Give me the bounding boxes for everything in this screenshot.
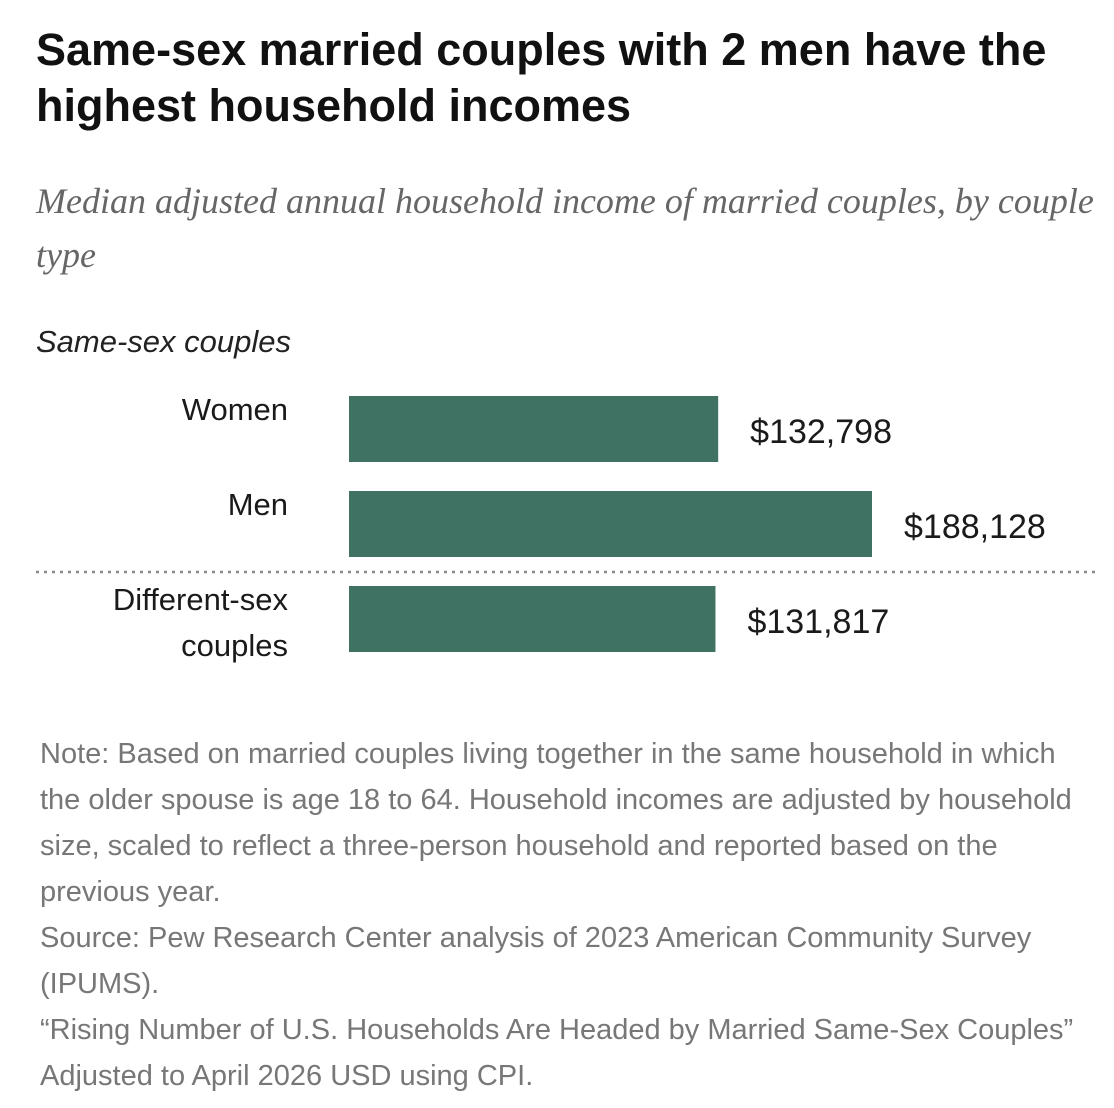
chart-footnote: Note: Based on married couples living to… (40, 731, 1090, 1099)
chart-title: Same-sex married couples with 2 men have… (36, 24, 1047, 131)
note-text: Note: Based on married couples living to… (40, 738, 1072, 908)
bar-1 (349, 491, 872, 557)
value-label-1: $188,128 (904, 508, 1046, 546)
value-label-2: $131,817 (747, 603, 889, 641)
category-label-0: Women (182, 392, 288, 427)
bar-layer: Women $132,798 Men $188,128 Different-sex cou… (113, 392, 1046, 663)
chart-subtitle: Median adjusted annual household income … (36, 181, 1094, 275)
category-label-1: Men (228, 487, 288, 522)
category-label-2: Different-sex couples (113, 582, 289, 663)
bar-0 (349, 396, 719, 462)
report-text: “Rising Number of U.S. Households Are He… (40, 1014, 1074, 1092)
bar-chart: Women $132,798 Men $188,128 Different-sex cou… (36, 392, 1100, 663)
bar-2 (349, 586, 716, 652)
group-label-same-sex: Same-sex couples (36, 324, 292, 359)
source-text: Source: Pew Research Center analysis of … (40, 922, 1032, 1000)
value-label-0: $132,798 (750, 413, 892, 451)
